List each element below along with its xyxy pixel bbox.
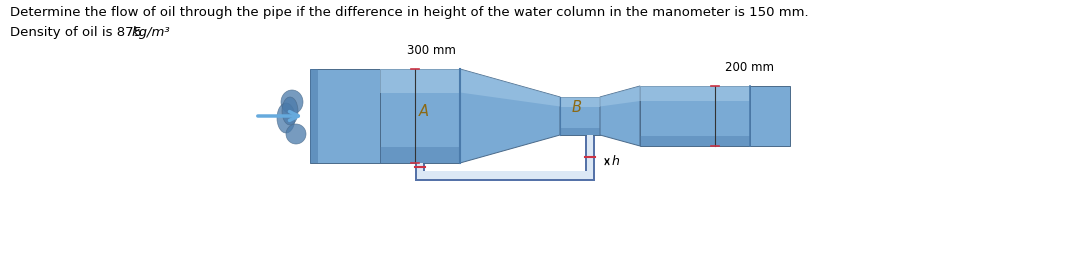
Ellipse shape xyxy=(286,124,306,144)
Bar xyxy=(310,69,318,163)
Bar xyxy=(380,69,460,92)
Polygon shape xyxy=(600,86,640,146)
Text: kg/m³: kg/m³ xyxy=(132,26,170,39)
Polygon shape xyxy=(460,69,560,107)
Polygon shape xyxy=(600,86,640,107)
Bar xyxy=(310,69,380,163)
Ellipse shape xyxy=(277,103,295,133)
Bar xyxy=(380,69,460,163)
Bar xyxy=(640,86,750,146)
Bar xyxy=(640,136,750,146)
Text: Determine the flow of oil through the pipe if the difference in height of the wa: Determine the flow of oil through the pi… xyxy=(10,6,808,19)
Text: 200 mm: 200 mm xyxy=(725,61,774,74)
Bar xyxy=(640,86,750,101)
Ellipse shape xyxy=(281,90,303,114)
Text: Density of oil is 875: Density of oil is 875 xyxy=(10,26,146,39)
Ellipse shape xyxy=(756,121,773,139)
Bar xyxy=(560,128,600,135)
Bar xyxy=(560,97,600,135)
Text: h: h xyxy=(612,155,620,168)
Bar xyxy=(560,97,600,107)
Bar xyxy=(587,135,593,171)
Bar xyxy=(417,163,423,171)
Bar xyxy=(750,86,790,146)
Bar xyxy=(417,171,593,179)
Text: A: A xyxy=(419,104,429,118)
Bar xyxy=(414,171,595,181)
Bar xyxy=(380,147,460,163)
Bar xyxy=(414,163,425,181)
Text: 300 mm: 300 mm xyxy=(407,44,456,57)
Ellipse shape xyxy=(763,103,777,125)
Text: B: B xyxy=(572,101,582,115)
Bar xyxy=(585,135,595,181)
Polygon shape xyxy=(460,69,560,163)
Ellipse shape xyxy=(766,109,781,133)
Ellipse shape xyxy=(760,96,777,116)
Ellipse shape xyxy=(282,97,298,125)
